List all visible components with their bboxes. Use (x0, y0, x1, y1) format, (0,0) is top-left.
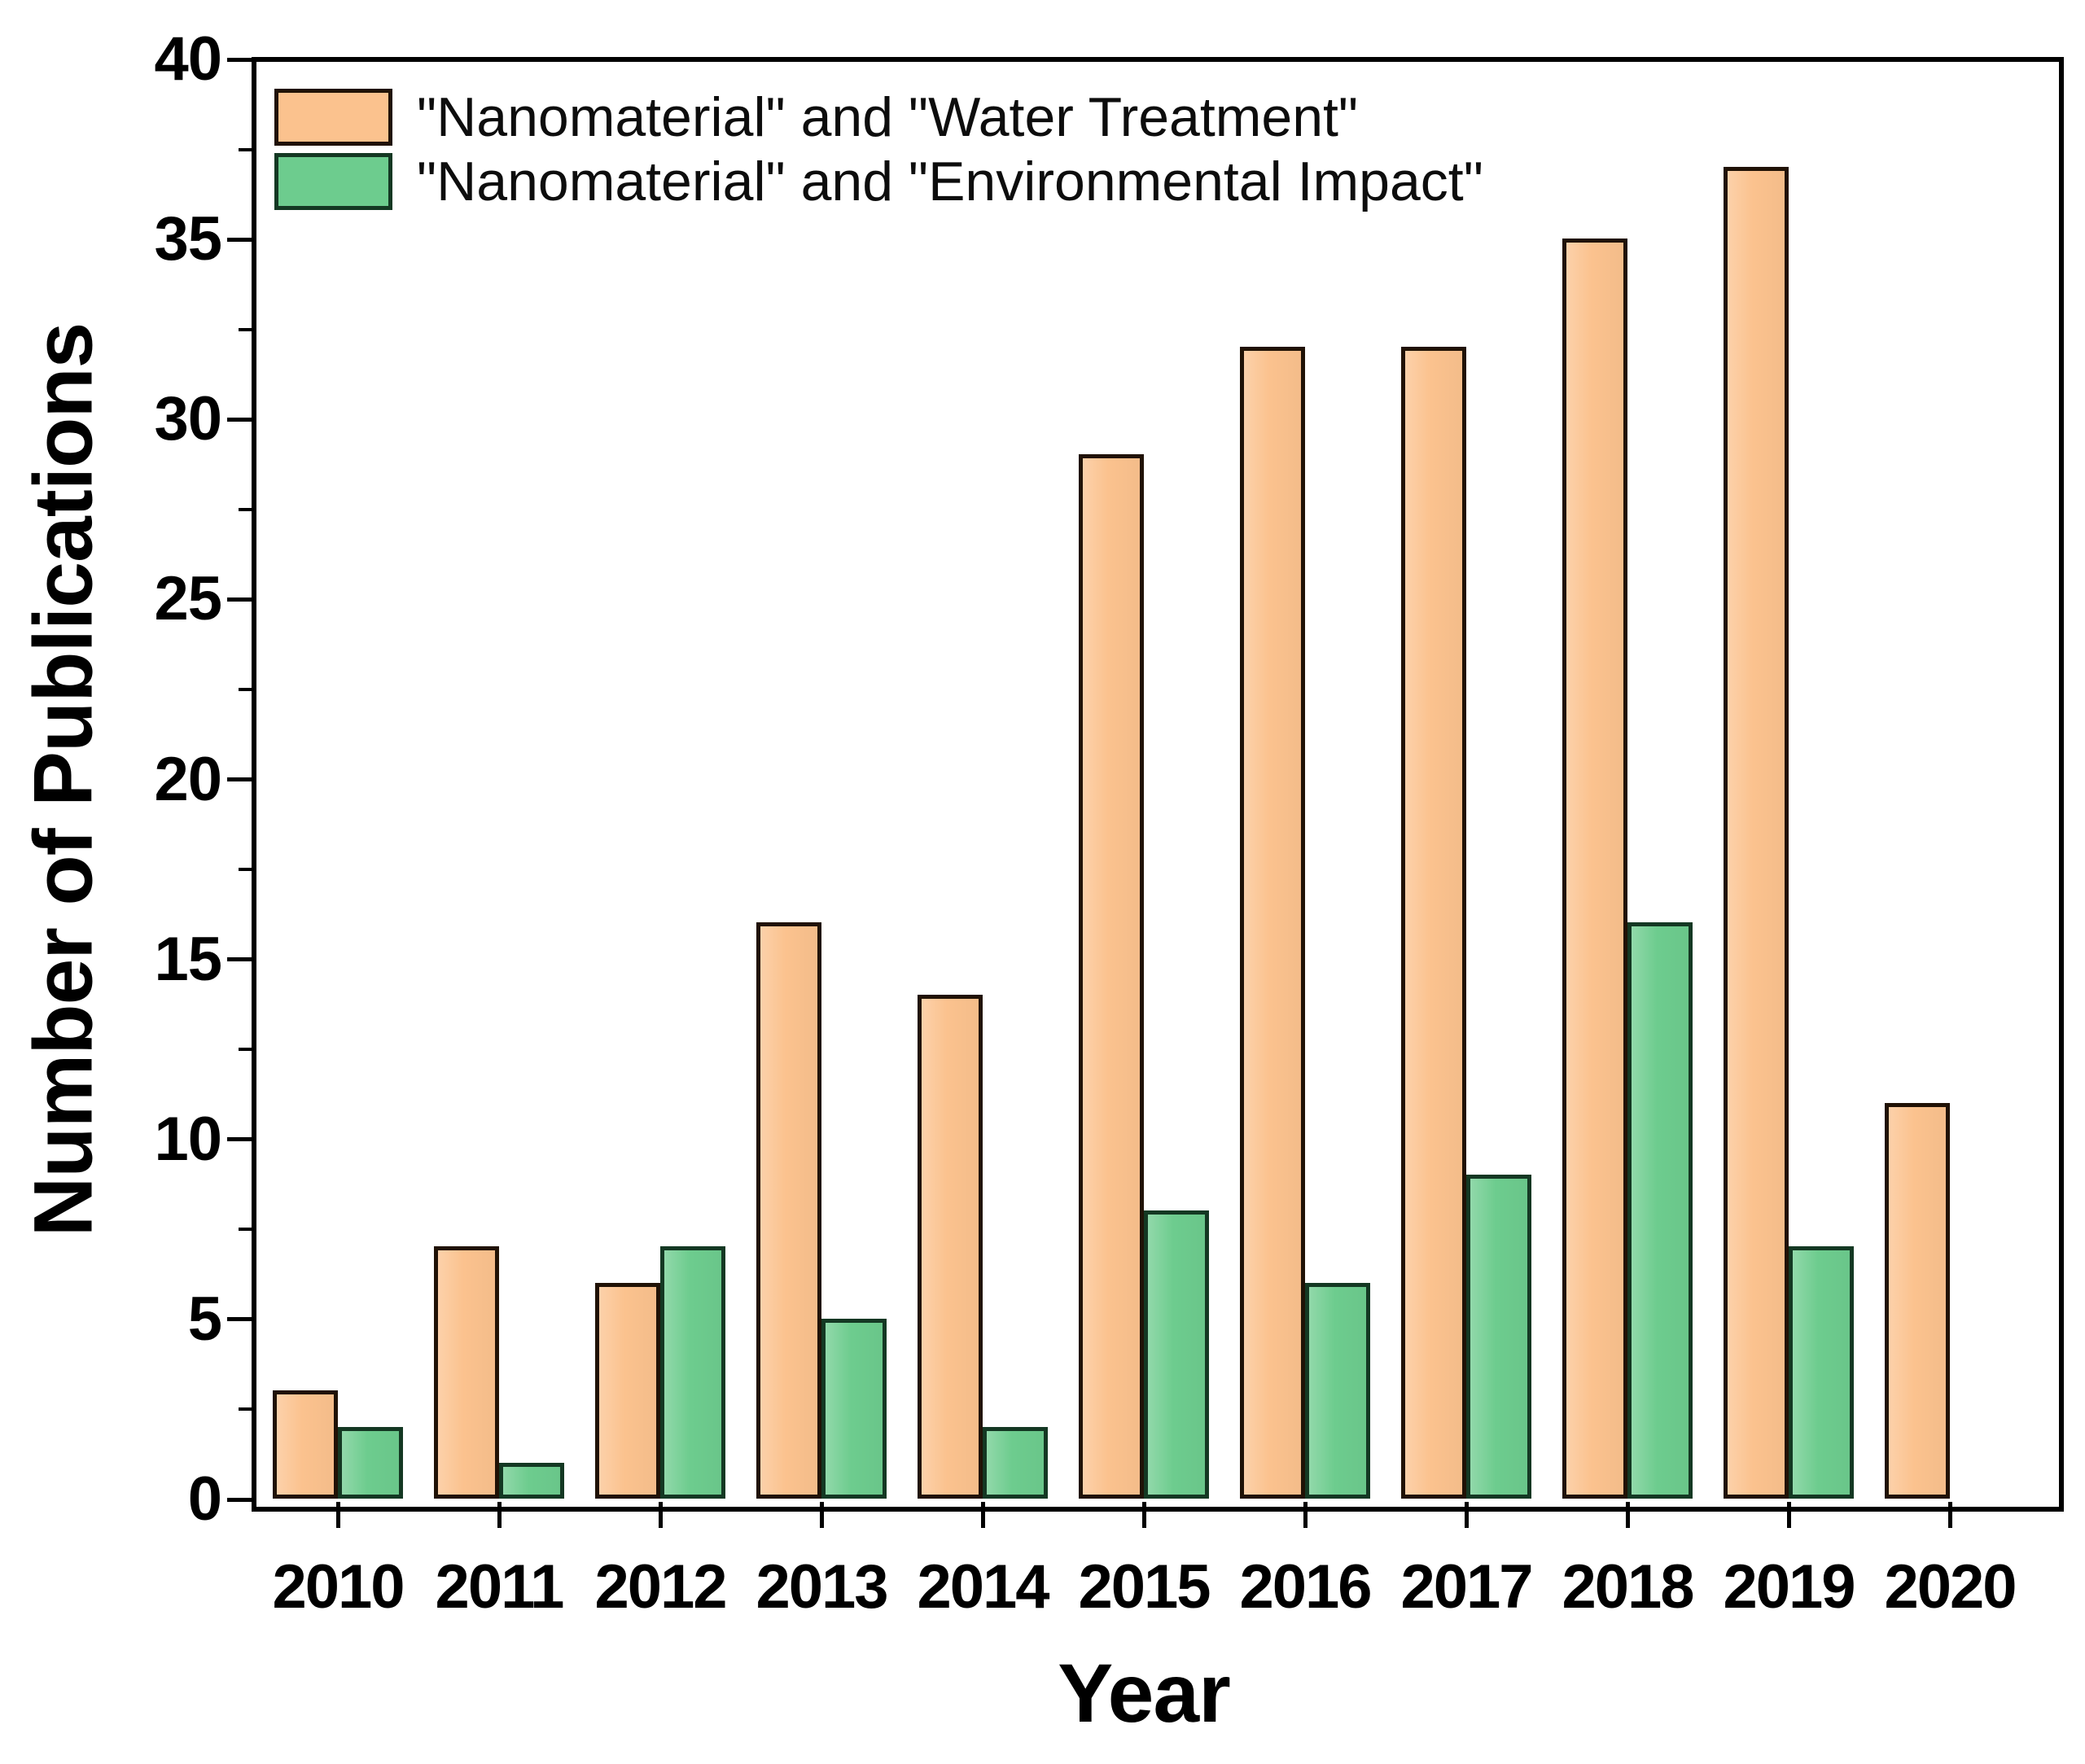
bar-environmental-impact-2016 (1305, 1283, 1370, 1499)
y-major-tick-5 (227, 1317, 252, 1322)
bar-water-treatment-2020 (1885, 1103, 1950, 1499)
bar-water-treatment-2010 (273, 1390, 338, 1499)
x-tick-label-2015: 2015 (1078, 1552, 1211, 1622)
x-tick-2020 (1947, 1502, 1952, 1528)
bar-water-treatment-2012 (595, 1283, 660, 1499)
x-tick-label-2013: 2013 (756, 1552, 888, 1622)
x-tick-label-2016: 2016 (1239, 1552, 1372, 1622)
x-tick-label-2014: 2014 (917, 1552, 1049, 1622)
bar-water-treatment-2016 (1240, 347, 1305, 1499)
y-major-tick-0 (227, 1497, 252, 1502)
y-tick-label-25: 25 (154, 564, 222, 634)
legend-label-water-treatment: "Nanomaterial" and "Water Treatment" (417, 86, 1359, 148)
y-tick-label-35: 35 (154, 204, 222, 274)
x-tick-2013 (819, 1502, 824, 1528)
x-tick-label-2012: 2012 (594, 1552, 727, 1622)
y-major-tick-25 (227, 597, 252, 602)
y-major-tick-30 (227, 417, 252, 422)
x-tick-2012 (658, 1502, 663, 1528)
x-tick-2018 (1625, 1502, 1630, 1528)
bar-environmental-impact-2012 (660, 1246, 725, 1499)
x-tick-2010 (335, 1502, 340, 1528)
bar-environmental-impact-2011 (499, 1463, 564, 1499)
x-tick-label-2010: 2010 (272, 1552, 405, 1622)
bar-water-treatment-2013 (756, 922, 821, 1499)
x-tick-2015 (1141, 1502, 1146, 1528)
y-minor-tick-27.5 (239, 507, 252, 511)
x-tick-label-2017: 2017 (1400, 1552, 1533, 1622)
x-tick-2017 (1464, 1502, 1469, 1528)
y-major-tick-40 (227, 57, 252, 62)
y-minor-tick-2.5 (239, 1407, 252, 1412)
bar-environmental-impact-2015 (1144, 1210, 1209, 1499)
x-tick-2011 (497, 1502, 502, 1528)
bar-environmental-impact-2019 (1789, 1246, 1854, 1499)
y-tick-label-20: 20 (154, 744, 222, 814)
x-tick-label-2018: 2018 (1562, 1552, 1694, 1622)
y-major-tick-10 (227, 1137, 252, 1142)
y-tick-label-10: 10 (154, 1104, 222, 1174)
x-axis-title: Year (1058, 1647, 1231, 1740)
plot-frame (252, 57, 2064, 1512)
y-minor-tick-12.5 (239, 1048, 252, 1052)
y-major-tick-20 (227, 777, 252, 781)
y-minor-tick-7.5 (239, 1228, 252, 1232)
bar-environmental-impact-2018 (1627, 922, 1693, 1499)
legend-swatch-environmental-impact (274, 153, 392, 210)
y-tick-label-30: 30 (154, 384, 222, 454)
x-tick-2019 (1786, 1502, 1791, 1528)
legend-swatch-water-treatment (274, 89, 392, 146)
y-minor-tick-22.5 (239, 687, 252, 691)
y-tick-label-5: 5 (187, 1284, 222, 1354)
x-tick-label-2019: 2019 (1723, 1552, 1855, 1622)
legend-label-environmental-impact: "Nanomaterial" and "Environmental Impact… (417, 151, 1483, 212)
bar-water-treatment-2015 (1079, 454, 1144, 1499)
y-minor-tick-37.5 (239, 147, 252, 151)
bar-environmental-impact-2010 (338, 1427, 403, 1499)
y-major-tick-15 (227, 957, 252, 962)
y-major-tick-35 (227, 237, 252, 242)
bar-water-treatment-2018 (1562, 239, 1627, 1499)
x-tick-2014 (980, 1502, 985, 1528)
bar-environmental-impact-2013 (821, 1319, 887, 1499)
bar-environmental-impact-2017 (1466, 1175, 1531, 1499)
y-minor-tick-17.5 (239, 868, 252, 872)
x-tick-label-2011: 2011 (435, 1552, 565, 1622)
y-minor-tick-32.5 (239, 327, 252, 331)
bar-water-treatment-2017 (1401, 347, 1466, 1499)
y-tick-label-40: 40 (154, 24, 222, 94)
y-tick-label-0: 0 (187, 1464, 222, 1534)
bar-water-treatment-2019 (1724, 167, 1789, 1499)
bar-water-treatment-2014 (918, 995, 983, 1499)
x-tick-label-2020: 2020 (1884, 1552, 2017, 1622)
bar-environmental-impact-2014 (983, 1427, 1048, 1499)
bar-water-treatment-2011 (434, 1246, 499, 1499)
x-tick-2016 (1303, 1502, 1308, 1528)
y-tick-label-15: 15 (154, 924, 222, 994)
